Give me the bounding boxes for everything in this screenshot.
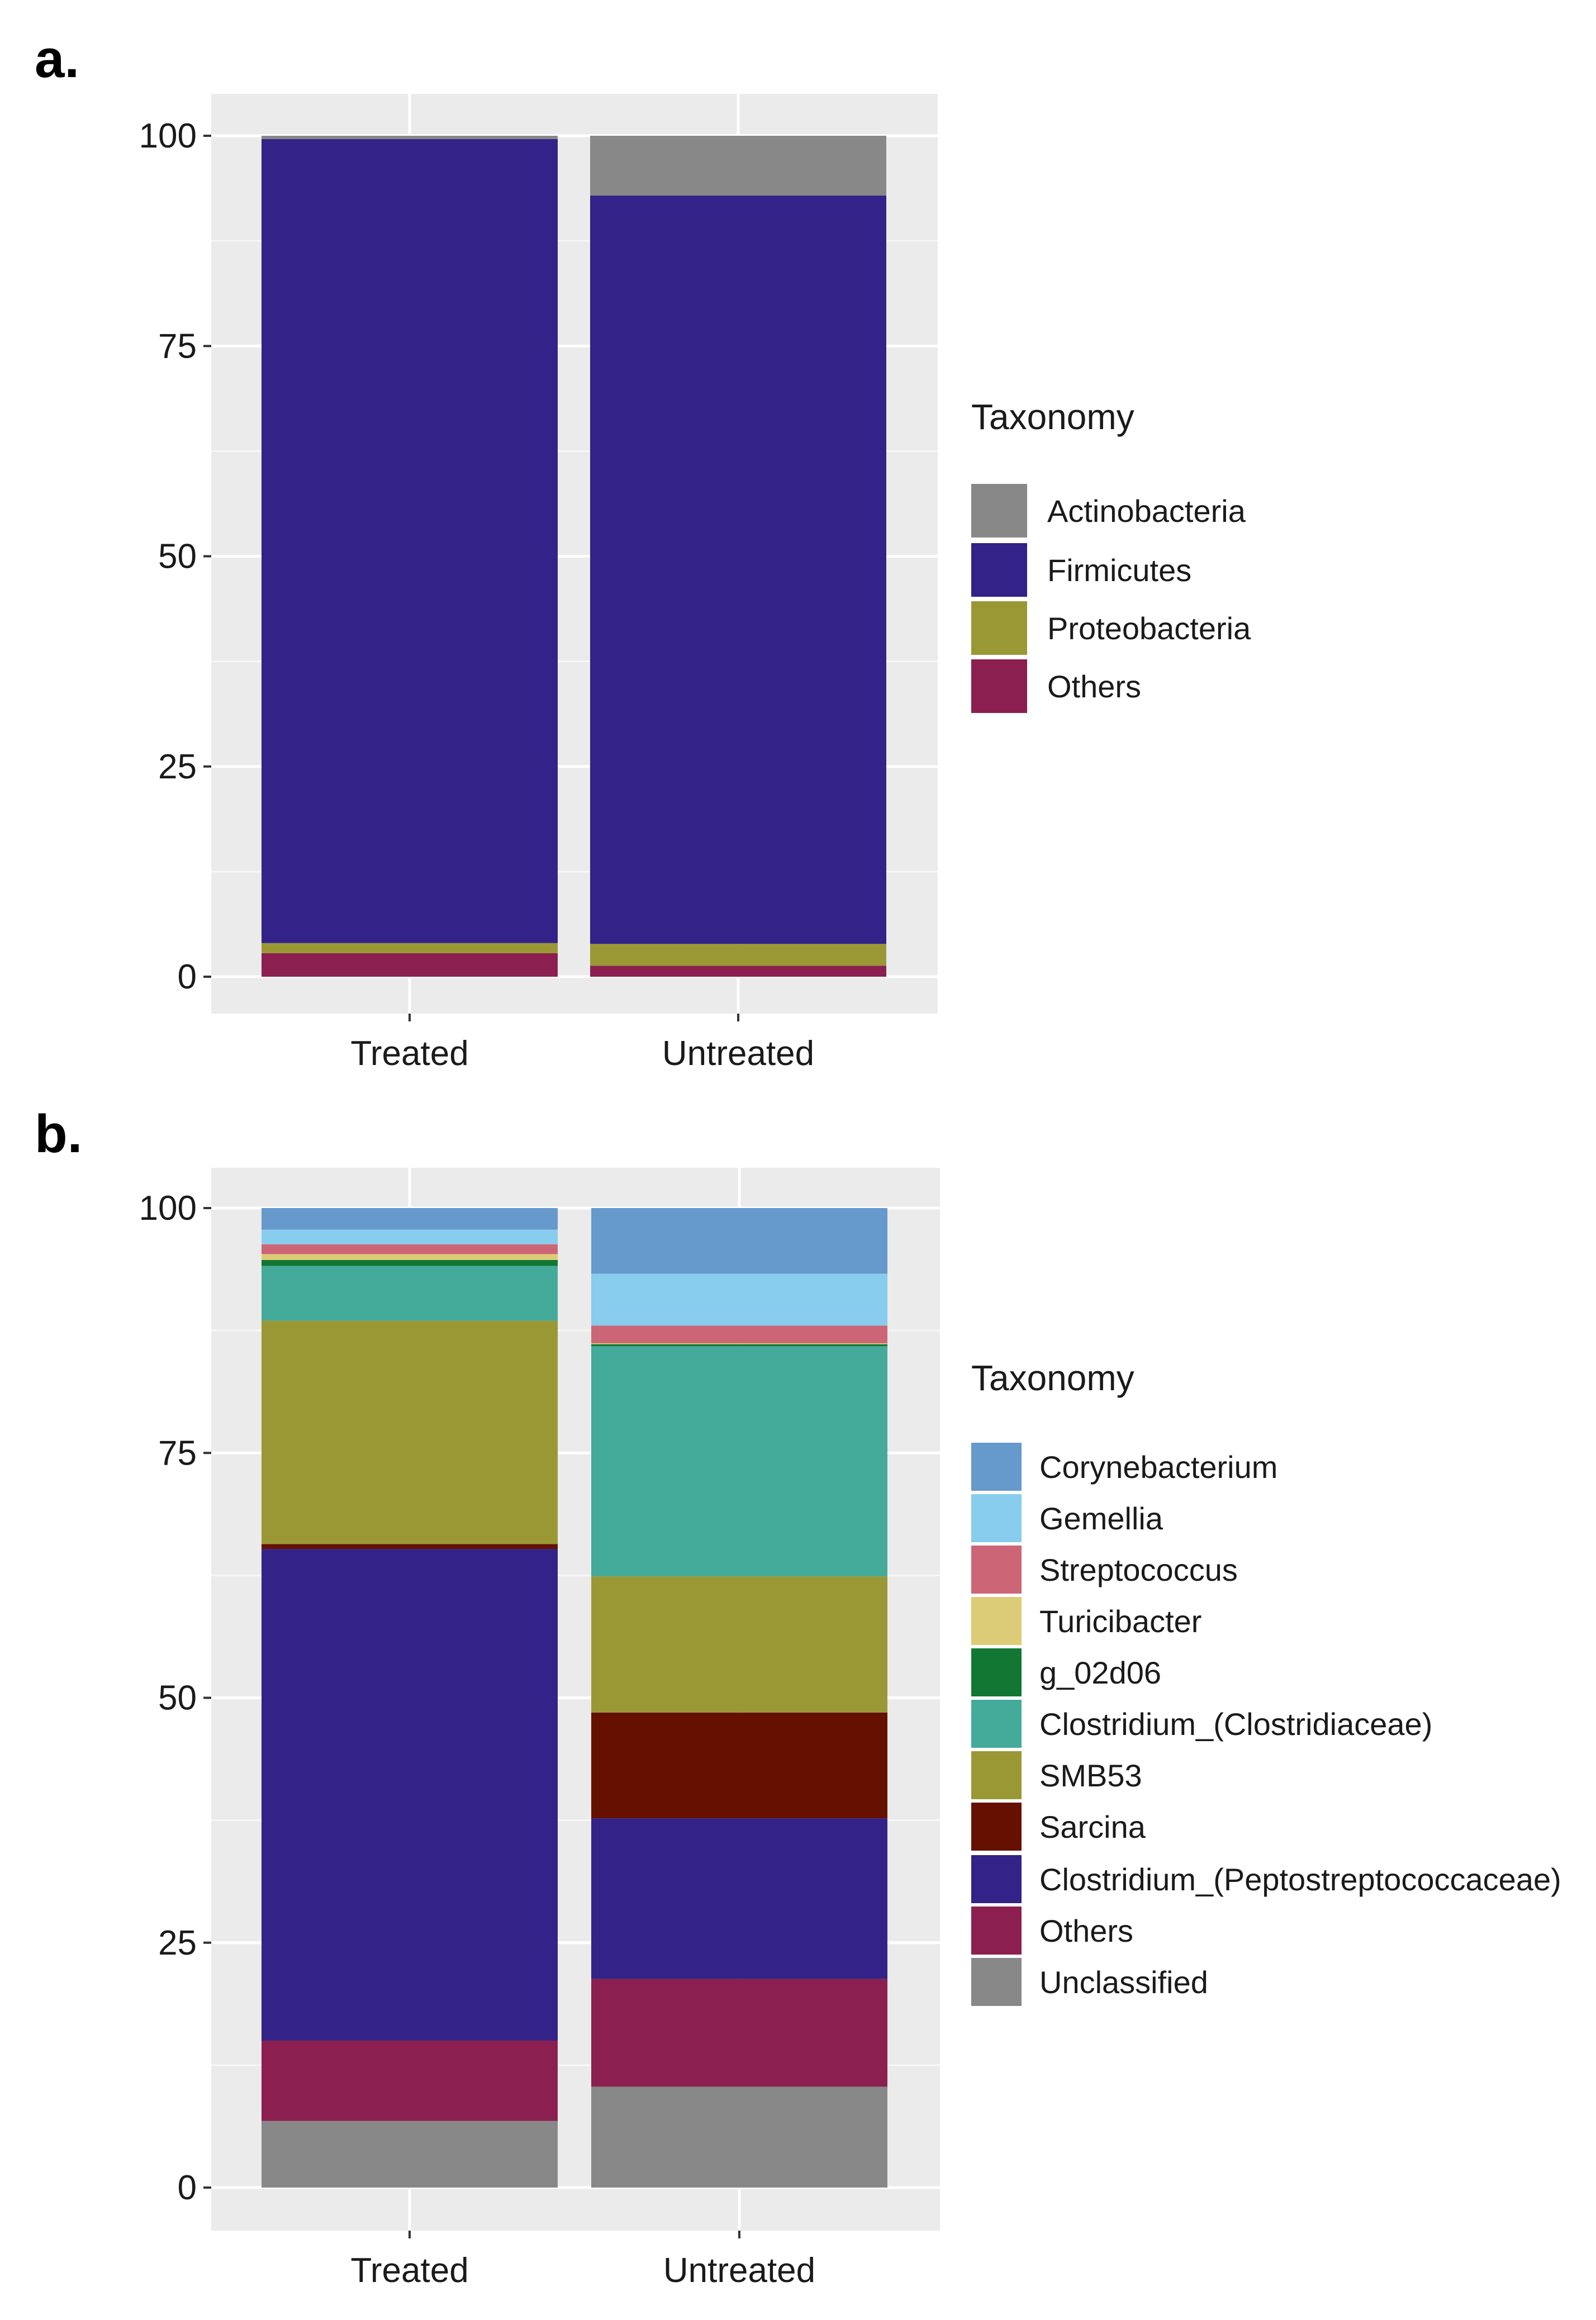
bar-segment-firmicutes bbox=[590, 195, 886, 944]
y-tick-label: 50 bbox=[158, 1679, 197, 1718]
bar-stack-treated bbox=[262, 1208, 558, 2188]
legend-label-streptococcus: Streptococcus bbox=[1039, 1552, 1238, 1587]
y-tick-label: 100 bbox=[139, 1189, 197, 1228]
bar-segment-turicibacter bbox=[591, 1343, 887, 1344]
chart-panel-b: b. 0 25 50 75 100 Treated Untreated Taxonomy Cory… bbox=[35, 1104, 1561, 2290]
legend-swatch-proteobacteria bbox=[971, 601, 1027, 655]
bar-segment-streptococcus bbox=[591, 1325, 887, 1343]
bar-stack-untreated bbox=[591, 1208, 887, 2188]
legend-label-turicibacter: Turicibacter bbox=[1039, 1604, 1201, 1639]
legend-swatch-turicibacter bbox=[971, 1597, 1022, 1645]
bar-segment-unclassified bbox=[262, 2121, 558, 2188]
bar-stack-untreated bbox=[590, 136, 886, 977]
bar-segment-actinobacteria bbox=[590, 136, 886, 196]
bar-segment-others bbox=[591, 1979, 887, 2087]
bar-segment-gemellia bbox=[262, 1229, 558, 1244]
bar-segment-clostridium-peptostreptococcaceae bbox=[591, 1818, 887, 1979]
y-tick-label: 25 bbox=[158, 1924, 197, 1962]
legend-label-firmicutes: Firmicutes bbox=[1047, 553, 1191, 588]
legend-label-unclassified: Unclassified bbox=[1039, 1965, 1208, 2000]
panel-label: b. bbox=[35, 1104, 82, 1164]
legend: Taxonomy Corynebacterium Gemellia Streptoco… bbox=[971, 1358, 1561, 2006]
x-tick-label: Untreated bbox=[663, 2251, 815, 2290]
legend-swatch-clostridium-peptostreptococcaceae bbox=[971, 1855, 1022, 1903]
bar-segment-clostridium-peptostreptococcaceae bbox=[262, 1549, 558, 2041]
legend-swatch-unclassified bbox=[971, 1958, 1022, 2006]
bar-segment-smb53 bbox=[262, 1320, 558, 1544]
legend-swatch-streptococcus bbox=[971, 1546, 1022, 1594]
bar-segment-actinobacteria bbox=[262, 136, 558, 140]
panel-label: a. bbox=[35, 29, 79, 89]
legend-swatch-others bbox=[971, 1907, 1022, 1955]
bar-segment-firmicutes bbox=[262, 139, 558, 943]
legend-swatch-corynebacterium bbox=[971, 1443, 1022, 1491]
y-tick-label: 75 bbox=[158, 1434, 197, 1472]
y-tick-label: 50 bbox=[158, 538, 197, 576]
y-tick-label: 0 bbox=[178, 2169, 197, 2207]
bar-segment-streptococcus bbox=[262, 1244, 558, 1254]
bar-segment-clostridium-clostridiaceae bbox=[591, 1346, 887, 1577]
legend-label-gemellia: Gemellia bbox=[1039, 1501, 1163, 1536]
bar-segment-clostridium-clostridiaceae bbox=[262, 1266, 558, 1321]
legend-swatch-g-02d06 bbox=[971, 1648, 1022, 1696]
legend-label-sarcina: Sarcina bbox=[1039, 1809, 1146, 1844]
bar-segment-others bbox=[262, 953, 558, 977]
bar-segment-gemellia bbox=[591, 1273, 887, 1326]
bar-segment-sarcina bbox=[262, 1544, 558, 1549]
legend-label-others: Others bbox=[1039, 1913, 1133, 1948]
bar-segment-corynebacterium bbox=[591, 1208, 887, 1274]
bar-segment-proteobacteria bbox=[590, 944, 886, 966]
bar-segment-turicibacter bbox=[262, 1254, 558, 1260]
y-tick-label: 100 bbox=[139, 117, 197, 155]
legend-swatch-others bbox=[971, 659, 1027, 713]
legend-label-smb53: SMB53 bbox=[1039, 1758, 1142, 1793]
bar-segment-g-02d06 bbox=[591, 1344, 887, 1347]
bar-segment-g-02d06 bbox=[262, 1259, 558, 1266]
legend-swatch-firmicutes bbox=[971, 543, 1027, 597]
x-tick-label: Treated bbox=[350, 1034, 468, 1073]
bar-stack-treated bbox=[262, 136, 558, 977]
legend-label-clostridium-peptostreptococcaceae: Clostridium_(Peptostreptococcaceae) bbox=[1039, 1862, 1561, 1897]
legend-swatch-sarcina bbox=[971, 1803, 1022, 1851]
bar-segment-smb53 bbox=[591, 1576, 887, 1713]
x-tick-label: Treated bbox=[350, 2251, 468, 2290]
legend-label-clostridium-clostridiaceae: Clostridium_(Clostridiaceae) bbox=[1039, 1706, 1432, 1742]
bar-segment-others bbox=[262, 2041, 558, 2121]
legend-label-others: Others bbox=[1047, 669, 1141, 704]
y-tick-label: 25 bbox=[158, 748, 197, 786]
legend-swatch-smb53 bbox=[971, 1751, 1022, 1799]
x-tick-label: Untreated bbox=[662, 1034, 814, 1073]
legend-swatch-gemellia bbox=[971, 1494, 1022, 1542]
bar-segment-sarcina bbox=[591, 1712, 887, 1819]
legend-label-actinobacteria: Actinobacteria bbox=[1047, 493, 1246, 529]
legend-label-corynebacterium: Corynebacterium bbox=[1039, 1449, 1277, 1485]
legend: Taxonomy Actinobacteria Firmicutes Proteoba… bbox=[971, 397, 1251, 713]
legend-label-g-02d06: g_02d06 bbox=[1039, 1655, 1161, 1690]
chart-panel-a: a. 0 25 50 75 100 Treated Untreated Taxonomy Acti… bbox=[35, 29, 1251, 1073]
y-tick-label: 0 bbox=[178, 958, 197, 996]
legend-swatch-clostridium-clostridiaceae bbox=[971, 1700, 1022, 1748]
bar-segment-others bbox=[590, 966, 886, 977]
legend-swatch-actinobacteria bbox=[971, 484, 1027, 538]
y-tick-label: 75 bbox=[158, 327, 197, 365]
legend-title: Taxonomy bbox=[971, 397, 1134, 437]
legend-title: Taxonomy bbox=[971, 1358, 1134, 1398]
bar-segment-corynebacterium bbox=[262, 1208, 558, 1230]
bar-segment-proteobacteria bbox=[262, 943, 558, 953]
bar-segment-unclassified bbox=[591, 2086, 887, 2188]
legend-label-proteobacteria: Proteobacteria bbox=[1047, 611, 1251, 646]
